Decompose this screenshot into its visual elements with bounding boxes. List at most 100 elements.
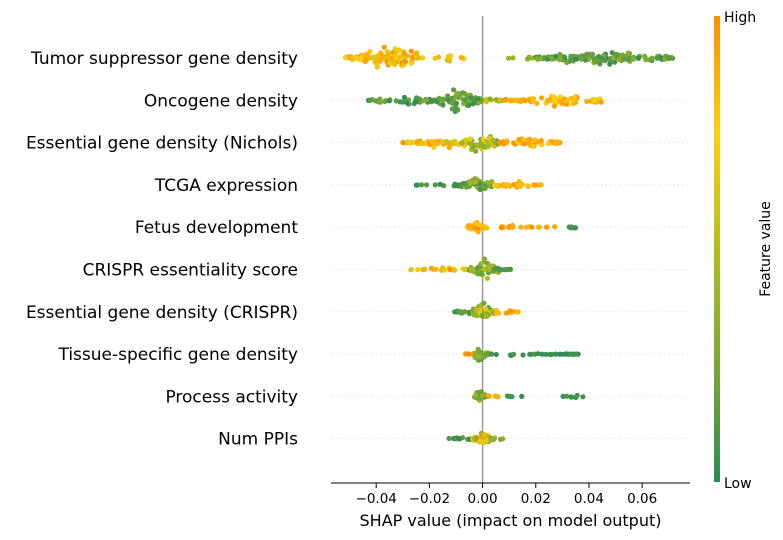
shap-point [502, 97, 509, 103]
shap-point [473, 179, 479, 185]
shap-point [475, 96, 481, 102]
shap-point [482, 256, 488, 262]
feature-label: Process activity [165, 387, 298, 407]
shap-point [430, 266, 436, 272]
shap-point [509, 222, 516, 228]
feature-label: Tissue-specific gene density [57, 345, 298, 365]
shap-point [413, 99, 419, 105]
shap-point [498, 225, 505, 231]
shap-point [404, 99, 410, 106]
shap-point [437, 181, 443, 187]
shap-point [354, 55, 360, 61]
shap-point [504, 393, 510, 399]
shap-point [553, 351, 559, 357]
shap-point [439, 140, 445, 146]
shap-point [510, 351, 517, 357]
colorbar-gradient [714, 16, 720, 482]
shap-point [519, 393, 525, 399]
shap-point [573, 56, 580, 62]
shap-point [487, 96, 493, 102]
shap-point [484, 180, 490, 186]
shap-point [466, 223, 472, 229]
feature-label: Fetus development [135, 218, 298, 238]
shap-point [511, 182, 517, 188]
shap-point [408, 60, 414, 66]
shap-point [362, 58, 368, 64]
shap-point [590, 98, 596, 105]
shap-point [534, 55, 540, 62]
shap-point [557, 98, 563, 104]
shap-point [479, 225, 485, 232]
shap-point [642, 53, 648, 59]
shap-point [392, 62, 398, 68]
shap-point [484, 275, 491, 281]
shap-point [440, 102, 446, 108]
shap-point [452, 94, 459, 100]
shap-point [480, 313, 486, 319]
shap-point [539, 142, 545, 148]
shap-point [377, 99, 383, 105]
feature-label: Num PPIs [218, 430, 298, 450]
shap-point [538, 138, 544, 144]
shap-point [413, 182, 419, 188]
feature-label: TCGA expression [154, 176, 298, 196]
feature-label: Tumor suppressor gene density [30, 49, 298, 69]
colorbar: High Low Feature value [714, 10, 774, 492]
shap-point [570, 100, 577, 107]
shap-point [408, 267, 414, 273]
shap-point [612, 59, 618, 65]
x-tick-label: 0.02 [521, 491, 551, 507]
feature-labels: Tumor suppressor gene density Oncogene de… [26, 49, 298, 450]
shap-point [479, 393, 485, 399]
shap-point [485, 142, 491, 149]
shap-point [516, 136, 522, 143]
shap-point [535, 351, 541, 357]
shap-point [544, 56, 551, 62]
shap-point [518, 224, 524, 230]
shap-point [445, 54, 451, 60]
x-axis-title: SHAP value (impact on model output) [360, 511, 662, 530]
shap-point [400, 139, 406, 146]
shap-point [402, 58, 409, 65]
shap-point [558, 351, 564, 357]
shap-point [584, 98, 590, 104]
x-tick-label: 0.00 [468, 491, 498, 507]
shap-point [446, 144, 452, 151]
shap-point [501, 267, 507, 273]
shap-point [378, 50, 384, 56]
shap-point [466, 351, 473, 357]
shap-point [525, 55, 531, 62]
shap-point [482, 306, 489, 312]
shap-point [476, 354, 482, 360]
shap-point [460, 90, 466, 96]
shap-point [445, 93, 451, 99]
shap-point [418, 182, 425, 188]
shap-point [462, 97, 468, 103]
shap-point [536, 224, 543, 230]
shap-point [458, 55, 465, 61]
shap-point [434, 99, 440, 105]
shap-point [568, 351, 574, 357]
shap-point [422, 266, 428, 272]
shap-point [530, 143, 536, 149]
shap-point [497, 139, 503, 145]
shap-point [462, 266, 468, 272]
shap-point [452, 267, 458, 273]
shap-point [452, 181, 458, 187]
shap-point [572, 225, 579, 231]
shap-point [630, 56, 637, 62]
shap-point [518, 99, 524, 105]
shap-point [467, 136, 473, 142]
shap-point [482, 267, 488, 273]
shap-point [459, 140, 465, 146]
colorbar-low-label: Low [724, 476, 752, 492]
shap-point [455, 435, 461, 441]
shap-point [471, 312, 477, 318]
shap-point [564, 59, 570, 66]
shap-point [584, 51, 590, 57]
shap-point [532, 137, 538, 143]
shap-point [400, 99, 406, 105]
shap-point [554, 139, 560, 145]
shap-point [483, 351, 489, 357]
